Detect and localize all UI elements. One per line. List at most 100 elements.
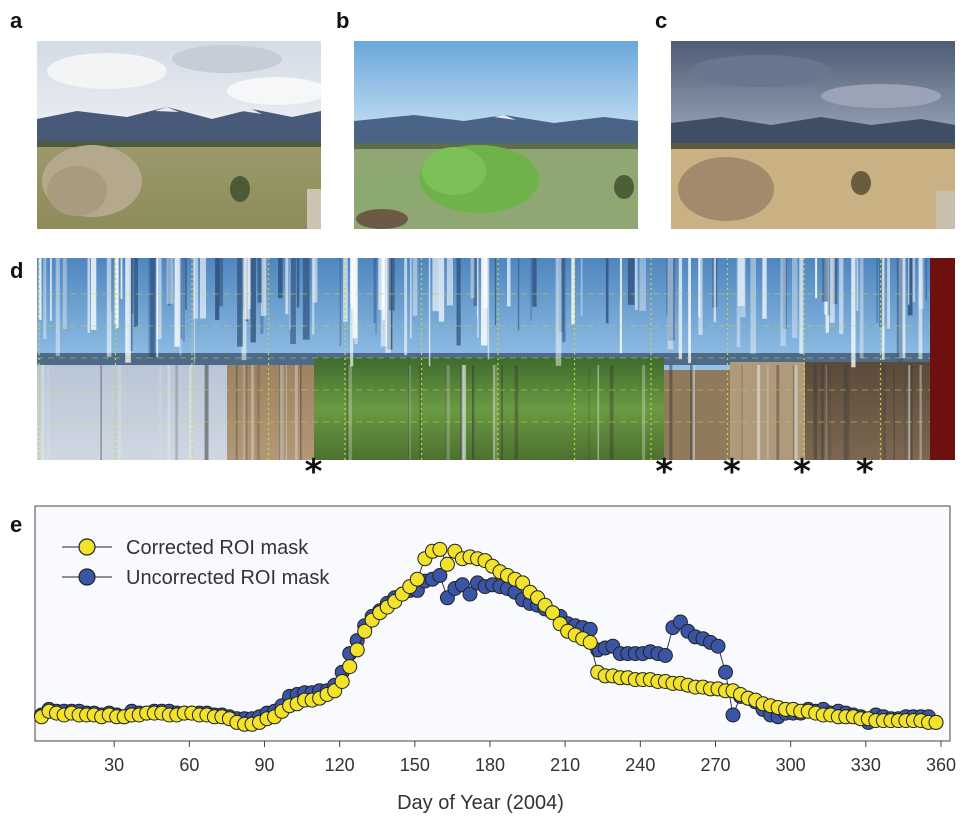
strip-streak — [555, 258, 562, 366]
strip-streak — [532, 258, 537, 307]
strip-streak — [50, 258, 52, 321]
data-point — [928, 714, 944, 730]
strip-streak — [619, 258, 622, 354]
strip-streak — [825, 365, 827, 460]
strip-streak — [87, 258, 90, 333]
strip-streak — [174, 258, 180, 347]
strip-streak — [385, 258, 391, 353]
strip-streak — [517, 258, 520, 331]
strip-streak — [312, 258, 318, 303]
strip-streak — [698, 258, 703, 335]
strip-streak — [609, 365, 614, 460]
strip-streak — [156, 258, 162, 340]
strip-streak — [904, 365, 906, 460]
strip-streak — [285, 365, 287, 460]
panel-label-c: c — [655, 8, 668, 33]
strip-streak — [666, 258, 668, 316]
strip-streak — [588, 365, 590, 460]
strip-streak — [690, 365, 694, 460]
strip-streak — [446, 365, 450, 460]
data-point — [409, 571, 425, 587]
event-marker: * — [793, 452, 811, 492]
strip-streak — [241, 258, 247, 361]
strip-streak — [688, 258, 691, 364]
strip-streak — [827, 258, 831, 316]
strip-streak — [300, 365, 302, 460]
event-marker: * — [855, 452, 874, 492]
strip-streak — [793, 365, 798, 460]
strip-streak — [244, 258, 250, 320]
strip-streak — [912, 258, 916, 302]
strip-streak — [189, 365, 193, 460]
legend-marker-corrected — [78, 538, 96, 556]
strip-streak — [445, 365, 448, 460]
strip-streak — [43, 258, 47, 339]
data-point — [334, 674, 350, 689]
strip-streak — [350, 258, 354, 367]
strip-streak — [38, 258, 42, 320]
x-axis-title: Day of Year (2004) — [397, 792, 564, 814]
strip-streak — [562, 258, 566, 343]
strip-streak — [887, 258, 890, 329]
strip-streak — [839, 258, 844, 335]
strip-streak — [296, 258, 299, 308]
phenology-chart: 30 60 90 120 150 180 210 240 270 300 330 360 Correc… — [34, 505, 956, 775]
strip-streak — [250, 258, 256, 343]
strip-streak — [856, 258, 859, 311]
strip-streak — [125, 258, 131, 363]
strip-streak — [669, 365, 673, 460]
strip-streak — [251, 365, 254, 460]
strip-streak — [859, 258, 864, 359]
strip-streak — [460, 365, 464, 460]
strip-streak — [47, 365, 50, 460]
legend-label-corrected: Corrected ROI mask — [126, 537, 309, 559]
strip-streak — [762, 258, 767, 319]
x-tick-label: 120 — [325, 755, 355, 775]
strip-streak — [256, 365, 261, 460]
strip-streak — [242, 365, 246, 460]
data-point — [718, 664, 733, 680]
strip-streak — [279, 365, 283, 460]
strip-streak — [881, 258, 885, 360]
strip-streak — [409, 365, 411, 460]
data-point — [342, 659, 358, 675]
strip-streak — [908, 258, 910, 305]
strip-streak — [507, 258, 511, 307]
x-tick-label: 360 — [926, 755, 956, 775]
strip-streak — [514, 365, 519, 460]
strip-streak — [776, 365, 780, 460]
strip-streak — [218, 258, 223, 307]
strip-streak — [627, 258, 635, 305]
strip-streak — [813, 365, 817, 460]
strip-streak — [918, 258, 923, 360]
panel-label-e: e — [10, 512, 23, 537]
event-marker: * — [723, 452, 741, 492]
strip-streak — [352, 258, 358, 339]
strip-streak — [908, 365, 911, 460]
strip-streak — [114, 258, 117, 325]
strip-streak — [501, 365, 503, 460]
strip-streak — [477, 258, 479, 338]
x-tick-label: 300 — [776, 755, 806, 775]
x-tick-label: 180 — [475, 755, 505, 775]
strip-streak — [530, 258, 532, 321]
strip-streak — [179, 258, 182, 356]
strip-streak — [882, 365, 886, 460]
landscape-photo-autumn — [671, 41, 955, 229]
image-timeseries-strip — [37, 258, 955, 460]
plot-area — [34, 505, 951, 742]
panel-label-b: b — [336, 8, 350, 33]
legend: Corrected ROI mask Uncorrected ROI mask — [62, 537, 330, 589]
data-point — [545, 605, 561, 621]
strip-streak — [106, 258, 112, 357]
panel-label-d: d — [10, 258, 24, 283]
event-marker: * — [304, 452, 323, 492]
strip-streak — [910, 365, 913, 460]
data-point — [432, 568, 448, 583]
strip-streak — [245, 365, 248, 460]
strip-streak — [487, 258, 490, 360]
strip-streak — [404, 258, 408, 356]
strip-streak — [473, 258, 478, 307]
data-point — [357, 623, 373, 639]
strip-streak — [456, 258, 461, 346]
